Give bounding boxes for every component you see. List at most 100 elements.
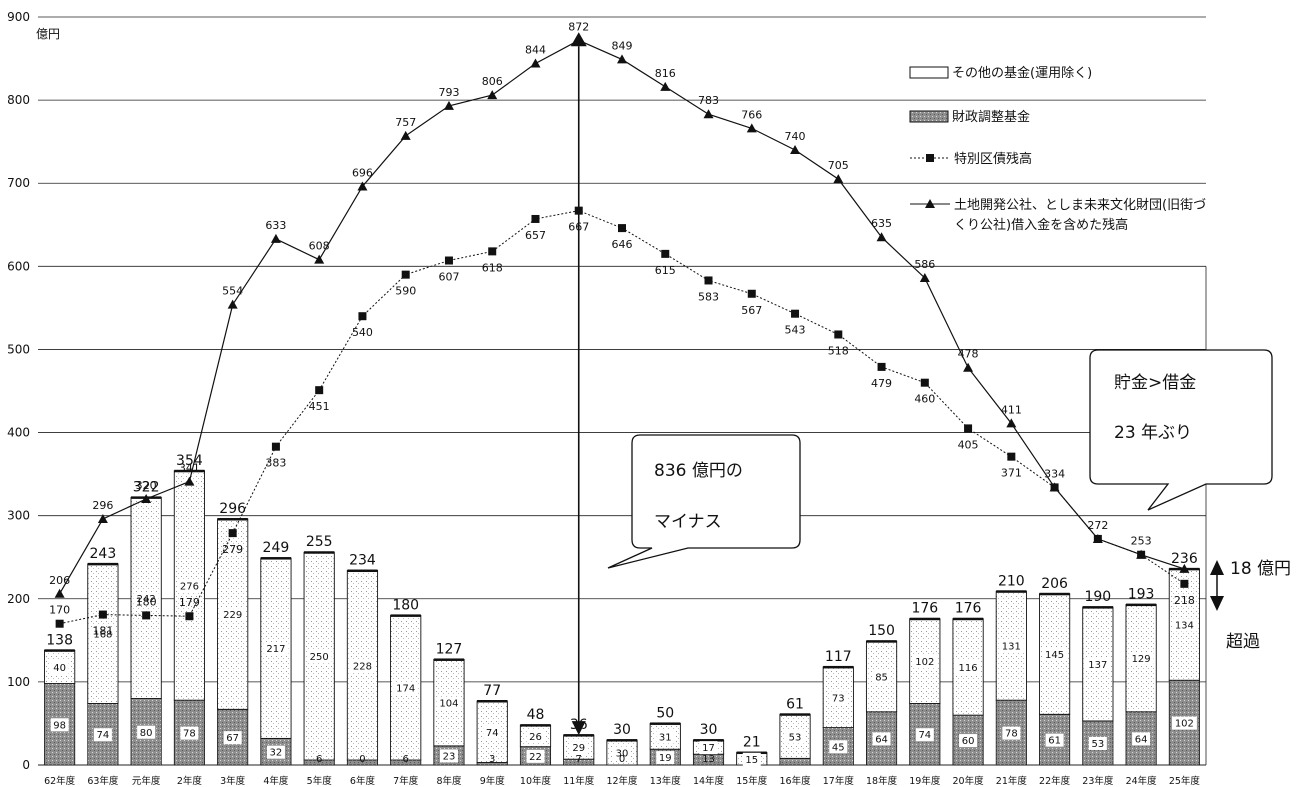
label-including-corp: 705	[828, 159, 849, 172]
marker-ward-bonds	[358, 312, 367, 321]
label-including-corp: 478	[958, 348, 979, 361]
label-ward-bonds: 657	[525, 229, 546, 242]
label-bg	[912, 655, 938, 669]
label-bg	[1045, 733, 1064, 747]
bar-fiscal-fund-label: 102	[1175, 719, 1194, 730]
label-bg	[569, 741, 588, 755]
legend-label-other-funds: その他の基金(運用除く)	[952, 65, 1092, 81]
callout-minus-line2: マイナス	[654, 512, 722, 532]
bar-total-label: 354	[176, 453, 203, 469]
marker-including-corp	[1136, 549, 1147, 559]
label-including-corp: 586	[914, 258, 935, 271]
bar-group: 193 129 64	[1125, 587, 1157, 766]
label-bg	[955, 660, 981, 674]
bar-fiscal-fund-label: 53	[1091, 739, 1104, 750]
y-tick-label: 800	[7, 93, 30, 107]
label-ward-bonds: 590	[395, 285, 416, 298]
x-tick-label: 13年度	[650, 775, 682, 787]
label-bg	[1002, 726, 1021, 740]
label-ward-bonds: 460	[914, 393, 935, 406]
bar-group: 176 102 74	[909, 601, 941, 766]
label-bg	[306, 650, 332, 664]
marker-ward-bonds	[488, 247, 497, 256]
label-including-corp: 633	[265, 219, 286, 232]
label-bg	[1128, 652, 1154, 666]
bar-total-label: 30	[700, 722, 718, 738]
label-including-corp: 334	[1044, 467, 1065, 480]
marker-including-corp	[1092, 533, 1103, 543]
x-tick-label: 63年度	[87, 775, 119, 787]
marker-including-corp	[54, 588, 65, 598]
marker-including-corp	[919, 272, 930, 282]
bar-other-funds-label: 276	[180, 581, 199, 592]
marker-including-corp	[443, 100, 454, 110]
x-tick-label: 17年度	[823, 775, 855, 787]
label-including-corp: 608	[309, 240, 330, 253]
marker-ward-bonds	[834, 330, 843, 339]
bar-group: 210 131 78	[995, 573, 1027, 766]
x-tick-label: 8年度	[436, 775, 462, 787]
bar-top-edge	[174, 469, 205, 473]
bar-fiscal-fund-label: 32	[270, 748, 283, 759]
bar-total-label: 180	[392, 597, 419, 613]
bar-top-edge	[390, 614, 421, 617]
x-tick-label: 4年度	[263, 775, 289, 787]
bar-top-edge	[650, 722, 681, 725]
bar-total-label: 61	[786, 696, 804, 712]
marker-ward-bonds	[1180, 579, 1189, 588]
bar-total-label: 255	[306, 534, 333, 550]
label-bg	[998, 639, 1024, 653]
label-including-corp: 757	[395, 116, 416, 129]
x-axis: 62年度 63年度 元年度 2年度 3年度 4年度 5年度 6年度 7年度 8年度 9年度 10年度 1…	[44, 775, 1200, 787]
bar-total-label: 249	[263, 540, 290, 556]
legend-label-fiscal-fund: 財政調整基金	[952, 109, 1030, 125]
label-bg	[176, 579, 202, 593]
x-tick-label: 21年度	[996, 775, 1028, 787]
excess-line1: 18 億円	[1230, 559, 1291, 579]
bar-other-funds-label: 116	[959, 663, 978, 674]
label-bg	[829, 740, 848, 754]
marker-ward-bonds	[55, 619, 64, 628]
marker-including-corp	[357, 181, 368, 191]
arrow-head-down	[571, 721, 586, 736]
label-ward-bonds: 371	[1001, 467, 1022, 480]
bar-group: 61 53	[779, 696, 811, 766]
bar-top-edge	[779, 713, 811, 716]
callout-minus-line1: 836 億円の	[654, 461, 743, 481]
label-ward-bonds: 540	[352, 326, 373, 339]
bar-fiscal-fund-label: 78	[1005, 729, 1018, 740]
bar-top-edge	[952, 617, 984, 621]
bar-other-funds-label: 102	[915, 657, 934, 668]
label-bg	[915, 728, 934, 742]
label-including-corp: 296	[92, 499, 113, 512]
bar-fiscal-fund-label: 60	[962, 736, 975, 747]
x-tick-label: 25年度	[1169, 775, 1201, 787]
bar-total-label: 176	[911, 601, 938, 617]
bar-group: 48 26 22	[519, 707, 552, 766]
marker-including-corp	[833, 174, 844, 184]
bar-fiscal-fund-label: 45	[832, 742, 845, 753]
label-bg	[1085, 658, 1111, 672]
marker-including-corp	[97, 513, 108, 523]
bar-other-funds-label: 145	[1045, 650, 1064, 661]
y-tick-label: 300	[7, 509, 30, 523]
bar-other-funds-label: 15	[745, 755, 758, 766]
bar-group: 249 217 32	[260, 540, 292, 766]
bar-fiscal-fund-label: 13	[702, 754, 715, 765]
bar-top-edge	[347, 569, 378, 573]
label-ward-bonds: 179	[179, 596, 200, 609]
label-ward-bonds: 180	[136, 595, 157, 608]
label-bg	[1088, 736, 1107, 750]
legend-item-fiscal-fund: 財政調整基金	[909, 109, 1030, 125]
bar-fiscal-fund-label: 98	[53, 720, 66, 731]
label-bg	[349, 659, 375, 673]
y-tick-label: 200	[7, 592, 30, 606]
bar-group: 77 74 3	[476, 683, 508, 766]
bar-top-edge	[44, 649, 75, 652]
callout-savings-line1: 貯金>借金	[1114, 373, 1196, 393]
x-tick-label: 11年度	[563, 775, 595, 787]
marker-ward-bonds	[704, 276, 713, 285]
y-tick-label: 700	[7, 176, 30, 190]
label-bg	[1171, 618, 1197, 632]
